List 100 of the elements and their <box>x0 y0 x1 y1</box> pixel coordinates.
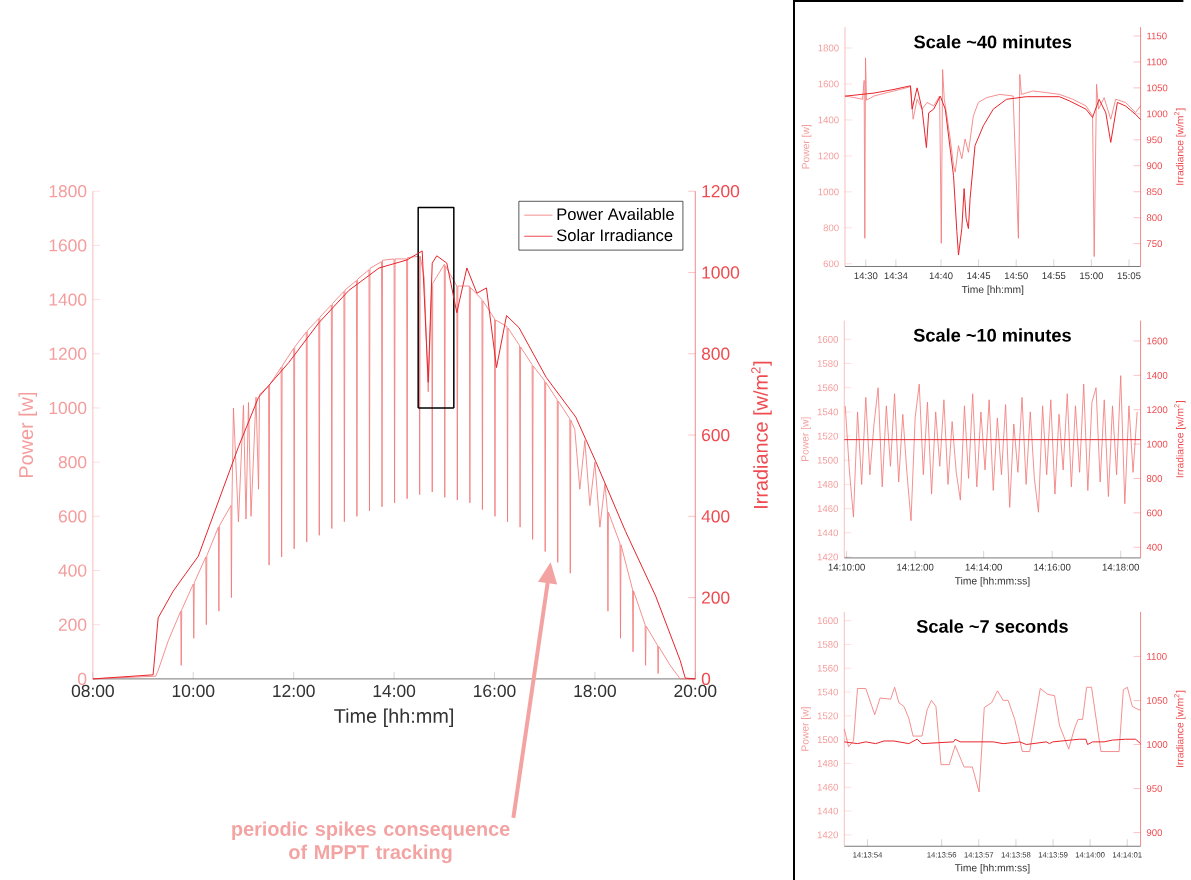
x-tick-label: 14:12:00 <box>897 563 934 571</box>
x-tick-label: 08:00 <box>71 684 114 698</box>
x-tick-label: 14:50 <box>1004 272 1028 280</box>
x-tick-label: 18:00 <box>574 684 616 698</box>
y2-tick-label: 1050 <box>1147 697 1168 704</box>
y2-tick-label: 400 <box>701 510 730 523</box>
text: periodic spikes consequence of MPPT tracking <box>232 821 510 864</box>
x-tick-label: 14:34 <box>884 272 908 280</box>
chart-title: Scale ~40 minutes <box>914 35 1072 49</box>
y-tick-label: 1580 <box>817 641 839 648</box>
y2-tick-label: 400 <box>1146 543 1163 551</box>
y-axis-title: Power [w] <box>801 417 811 461</box>
y2-tick-label: 1000 <box>1147 110 1168 118</box>
y2-tick-label: 1150 <box>1147 32 1167 40</box>
y-tick-label: 1440 <box>817 529 839 537</box>
y-tick-label: 1600 <box>49 239 87 252</box>
y2-axis-title: Irradiance [w/m$^{2}$] <box>1174 401 1186 478</box>
y-tick-label: 1460 <box>817 505 839 513</box>
legend-label: Power Available <box>557 207 674 221</box>
y-tick-label: 1420 <box>817 831 839 839</box>
y2-tick-label: 1600 <box>1147 337 1168 345</box>
y-tick-label: 1540 <box>817 408 839 416</box>
y2-tick-label: 900 <box>1146 162 1163 170</box>
y-tick-label: 200 <box>58 618 87 631</box>
y2-axis-title: Irradiance [w/m$^{2}$] <box>1174 690 1186 768</box>
y2-tick-label: 900 <box>1146 829 1163 837</box>
y-tick-label: 1580 <box>817 360 839 367</box>
y-tick-label: 1200 <box>818 152 839 160</box>
y-tick-label: 1500 <box>817 736 839 744</box>
x-tick-label: 14:40 <box>929 272 953 280</box>
y2-tick-label: 1200 <box>702 185 740 198</box>
y-tick-label: 1560 <box>817 384 839 392</box>
y-tick-label: 1400 <box>818 116 839 124</box>
y2-tick-label: 800 <box>1146 214 1163 222</box>
y-tick-label: 800 <box>823 224 839 232</box>
y2-tick-label: 850 <box>1146 188 1163 196</box>
y2-tick-label: 1000 <box>1147 741 1168 748</box>
y2-tick-label: 600 <box>1146 509 1163 517</box>
y2-tick-label: 1400 <box>1147 371 1168 379</box>
x-tick-label: 15:05 <box>1117 272 1141 280</box>
x-tick-label: 14:45 <box>967 272 991 280</box>
y-tick-label: 600 <box>58 510 87 523</box>
y-tick-label: 1480 <box>817 481 839 488</box>
y-tick-label: 1520 <box>817 712 839 720</box>
y-tick-label: 1480 <box>817 760 839 767</box>
y2-tick-label: 200 <box>702 591 730 604</box>
x-tick-label: 14:18:00 <box>1102 563 1140 571</box>
y2-axis-title: Irradiance [w/m$^{2}$] <box>751 361 772 508</box>
x-tick-label: 14:10:00 <box>828 563 865 571</box>
y2-tick-label: 800 <box>701 347 730 360</box>
x-tick-label: 14:16:00 <box>1034 563 1071 571</box>
y2-tick-label: 950 <box>1146 785 1163 792</box>
y-tick-label: 1000 <box>818 188 839 196</box>
y2-tick-label: 1200 <box>1147 406 1168 414</box>
x-tick-label: 14:00 <box>373 684 416 698</box>
y-tick-label: 1600 <box>818 80 839 88</box>
y-tick-label: 1560 <box>817 664 839 672</box>
y-tick-label: 1460 <box>817 783 839 791</box>
x-tick-label: 14:14:00 <box>965 563 1002 571</box>
x-axis-title: Time [hh:mm:ss] <box>954 863 1030 874</box>
y-axis-title: Power [w] <box>801 125 812 169</box>
x-axis-title: Time [hh:mm] <box>334 708 453 727</box>
x-tick-label: 12:00 <box>273 684 315 698</box>
y-tick-label: 1500 <box>817 456 839 464</box>
y2-tick-label: 750 <box>1146 240 1163 248</box>
y2-tick-label: 0 <box>701 672 711 686</box>
x-axis-title: Time [hh:mm:ss] <box>954 576 1030 587</box>
y-tick-label: 1540 <box>817 688 839 696</box>
legend-label: Solar Irradiance <box>556 229 673 242</box>
y-axis-title: Power [w] <box>801 707 811 751</box>
y2-tick-label: 1000 <box>1147 440 1168 448</box>
x-tick-label: 16:00 <box>474 684 516 698</box>
x-tick-label: 14:30 <box>854 272 878 280</box>
y-tick-label: 800 <box>58 456 87 469</box>
y-tick-label: 400 <box>58 564 87 577</box>
y-tick-label: 1440 <box>817 807 839 815</box>
y-tick-label: 1520 <box>817 432 839 440</box>
y-tick-label: 600 <box>823 260 839 268</box>
y-tick-label: 1600 <box>817 617 839 625</box>
chart-title: Scale ~10 minutes <box>913 328 1071 342</box>
y-tick-label: 0 <box>78 672 87 686</box>
x-tick-label: 15:00 <box>1080 272 1104 280</box>
y2-tick-label: 600 <box>702 428 730 442</box>
y2-tick-label: 1100 <box>1147 58 1167 66</box>
chart-title: Scale ~7 seconds <box>916 619 1068 633</box>
y-tick-label: 1400 <box>49 293 87 306</box>
y2-axis-title: Irradiance [w/m$^{2}$] <box>1174 108 1186 185</box>
y2-tick-label: 1000 <box>702 266 740 279</box>
y2-tick-label: 800 <box>1146 475 1163 482</box>
y2-tick-label: 1050 <box>1147 84 1168 92</box>
x-axis-title: Time [hh:mm] <box>961 285 1024 296</box>
y-tick-label: 1420 <box>817 553 839 561</box>
y-tick-label: 1600 <box>817 335 839 343</box>
y-tick-label: 1200 <box>49 347 87 360</box>
y-axis-title: Power [w] <box>18 392 37 478</box>
x-tick-label: 14:55 <box>1042 272 1066 280</box>
y-tick-label: 1800 <box>818 44 839 52</box>
y2-tick-label: 950 <box>1146 136 1163 144</box>
y-tick-label: 1800 <box>49 185 87 198</box>
x-tick-label: 10:00 <box>172 684 215 698</box>
